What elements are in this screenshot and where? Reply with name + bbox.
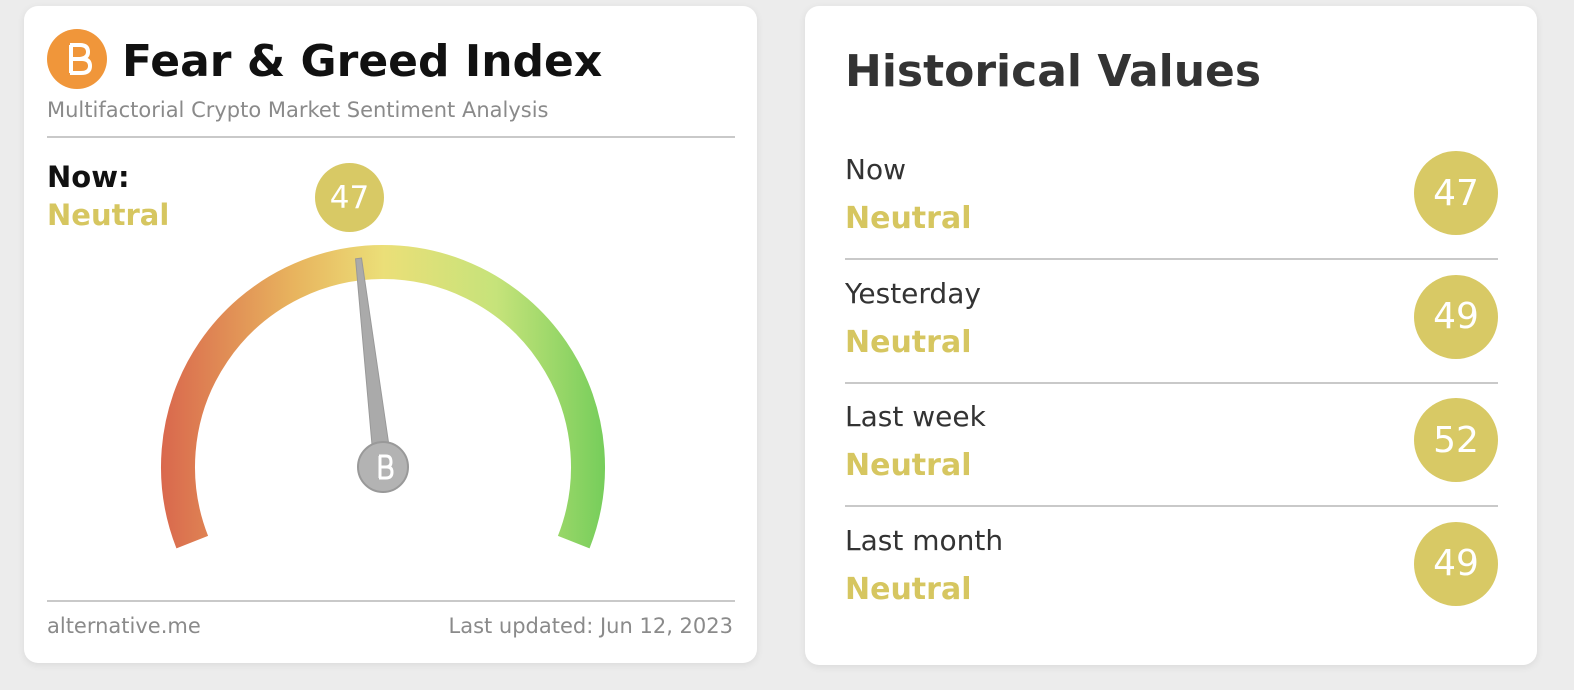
period: Now bbox=[845, 153, 906, 186]
last-updated: Last updated: Jun 12, 2023 bbox=[448, 614, 734, 638]
gauge bbox=[161, 245, 605, 549]
index-card bbox=[24, 6, 757, 663]
value-bubble: 49 bbox=[1414, 274, 1498, 359]
period: Yesterday bbox=[845, 276, 981, 310]
history-title: Historical Values bbox=[845, 46, 1262, 97]
period: Last month bbox=[845, 523, 1004, 557]
classification: Neutral bbox=[845, 201, 972, 236]
divider bbox=[47, 136, 735, 138]
source: alternative.me bbox=[47, 614, 201, 638]
classification: Neutral bbox=[845, 571, 972, 607]
row-divider bbox=[845, 505, 1498, 507]
now-label: Now: bbox=[47, 160, 130, 194]
bitcoin-symbol bbox=[69, 43, 93, 75]
value-bubble: 47 bbox=[315, 163, 384, 232]
row-divider bbox=[845, 258, 1498, 260]
gauge-needle bbox=[355, 257, 393, 469]
title: Fear & Greed Index bbox=[122, 36, 603, 87]
row-divider bbox=[845, 381, 1498, 384]
classification: Neutral bbox=[845, 324, 972, 360]
gauge-arc bbox=[161, 245, 605, 549]
subtitle: Multifactorial Crypto Market Sentiment A… bbox=[47, 98, 549, 122]
hub-symbol bbox=[378, 454, 394, 480]
value-bubble: 49 bbox=[1414, 521, 1498, 606]
value-bubble: 47 bbox=[1414, 151, 1498, 235]
now-classification: Neutral bbox=[47, 198, 170, 232]
period: Last week bbox=[845, 400, 986, 433]
classification: Neutral bbox=[845, 448, 972, 483]
value-bubble: 52 bbox=[1414, 398, 1498, 482]
divider bbox=[47, 600, 735, 602]
